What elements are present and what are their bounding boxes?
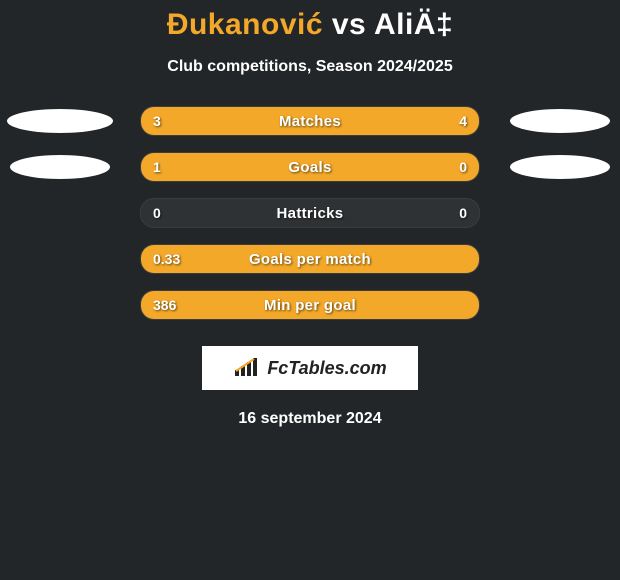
stat-label: Hattricks xyxy=(141,199,479,227)
stat-bar: 0.33Goals per match xyxy=(140,244,480,274)
logo-text: FcTables.com xyxy=(267,358,386,379)
stat-rows: 34Matches 10Goals 00Hattricks 0.33Goals per… xyxy=(0,106,620,320)
card-date: 16 september 2024 xyxy=(0,410,620,428)
stat-bar: 10Goals xyxy=(140,152,480,182)
stat-bar: 386Min per goal xyxy=(140,290,480,320)
card-subtitle: Club competitions, Season 2024/2025 xyxy=(0,58,620,76)
card-title: Đukanović vs AliÄ‡ xyxy=(0,8,620,42)
player2-shape xyxy=(510,109,610,133)
stat-label: Min per goal xyxy=(141,291,479,319)
player1-shape xyxy=(7,109,113,133)
left-shape-cell xyxy=(0,155,120,179)
stat-row: 10Goals xyxy=(0,152,620,182)
source-logo: FcTables.com xyxy=(202,346,418,390)
stat-label: Goals per match xyxy=(141,245,479,273)
stat-label: Matches xyxy=(141,107,479,135)
stat-row: 34Matches xyxy=(0,106,620,136)
comparison-card: Đukanović vs AliÄ‡ Club competitions, Se… xyxy=(0,0,620,580)
player1-shape xyxy=(10,155,110,179)
stat-label: Goals xyxy=(141,153,479,181)
stat-bar: 00Hattricks xyxy=(140,198,480,228)
stat-row: 00Hattricks xyxy=(0,198,620,228)
left-shape-cell xyxy=(0,109,120,133)
vs-word: vs xyxy=(332,8,366,41)
bar-chart-icon xyxy=(233,358,261,378)
player2-name: AliÄ‡ xyxy=(374,8,453,41)
stat-row: 0.33Goals per match xyxy=(0,244,620,274)
player1-name: Đukanović xyxy=(167,8,323,41)
stat-row: 386Min per goal xyxy=(0,290,620,320)
right-shape-cell xyxy=(500,155,620,179)
right-shape-cell xyxy=(500,109,620,133)
stat-bar: 34Matches xyxy=(140,106,480,136)
player2-shape xyxy=(510,155,610,179)
